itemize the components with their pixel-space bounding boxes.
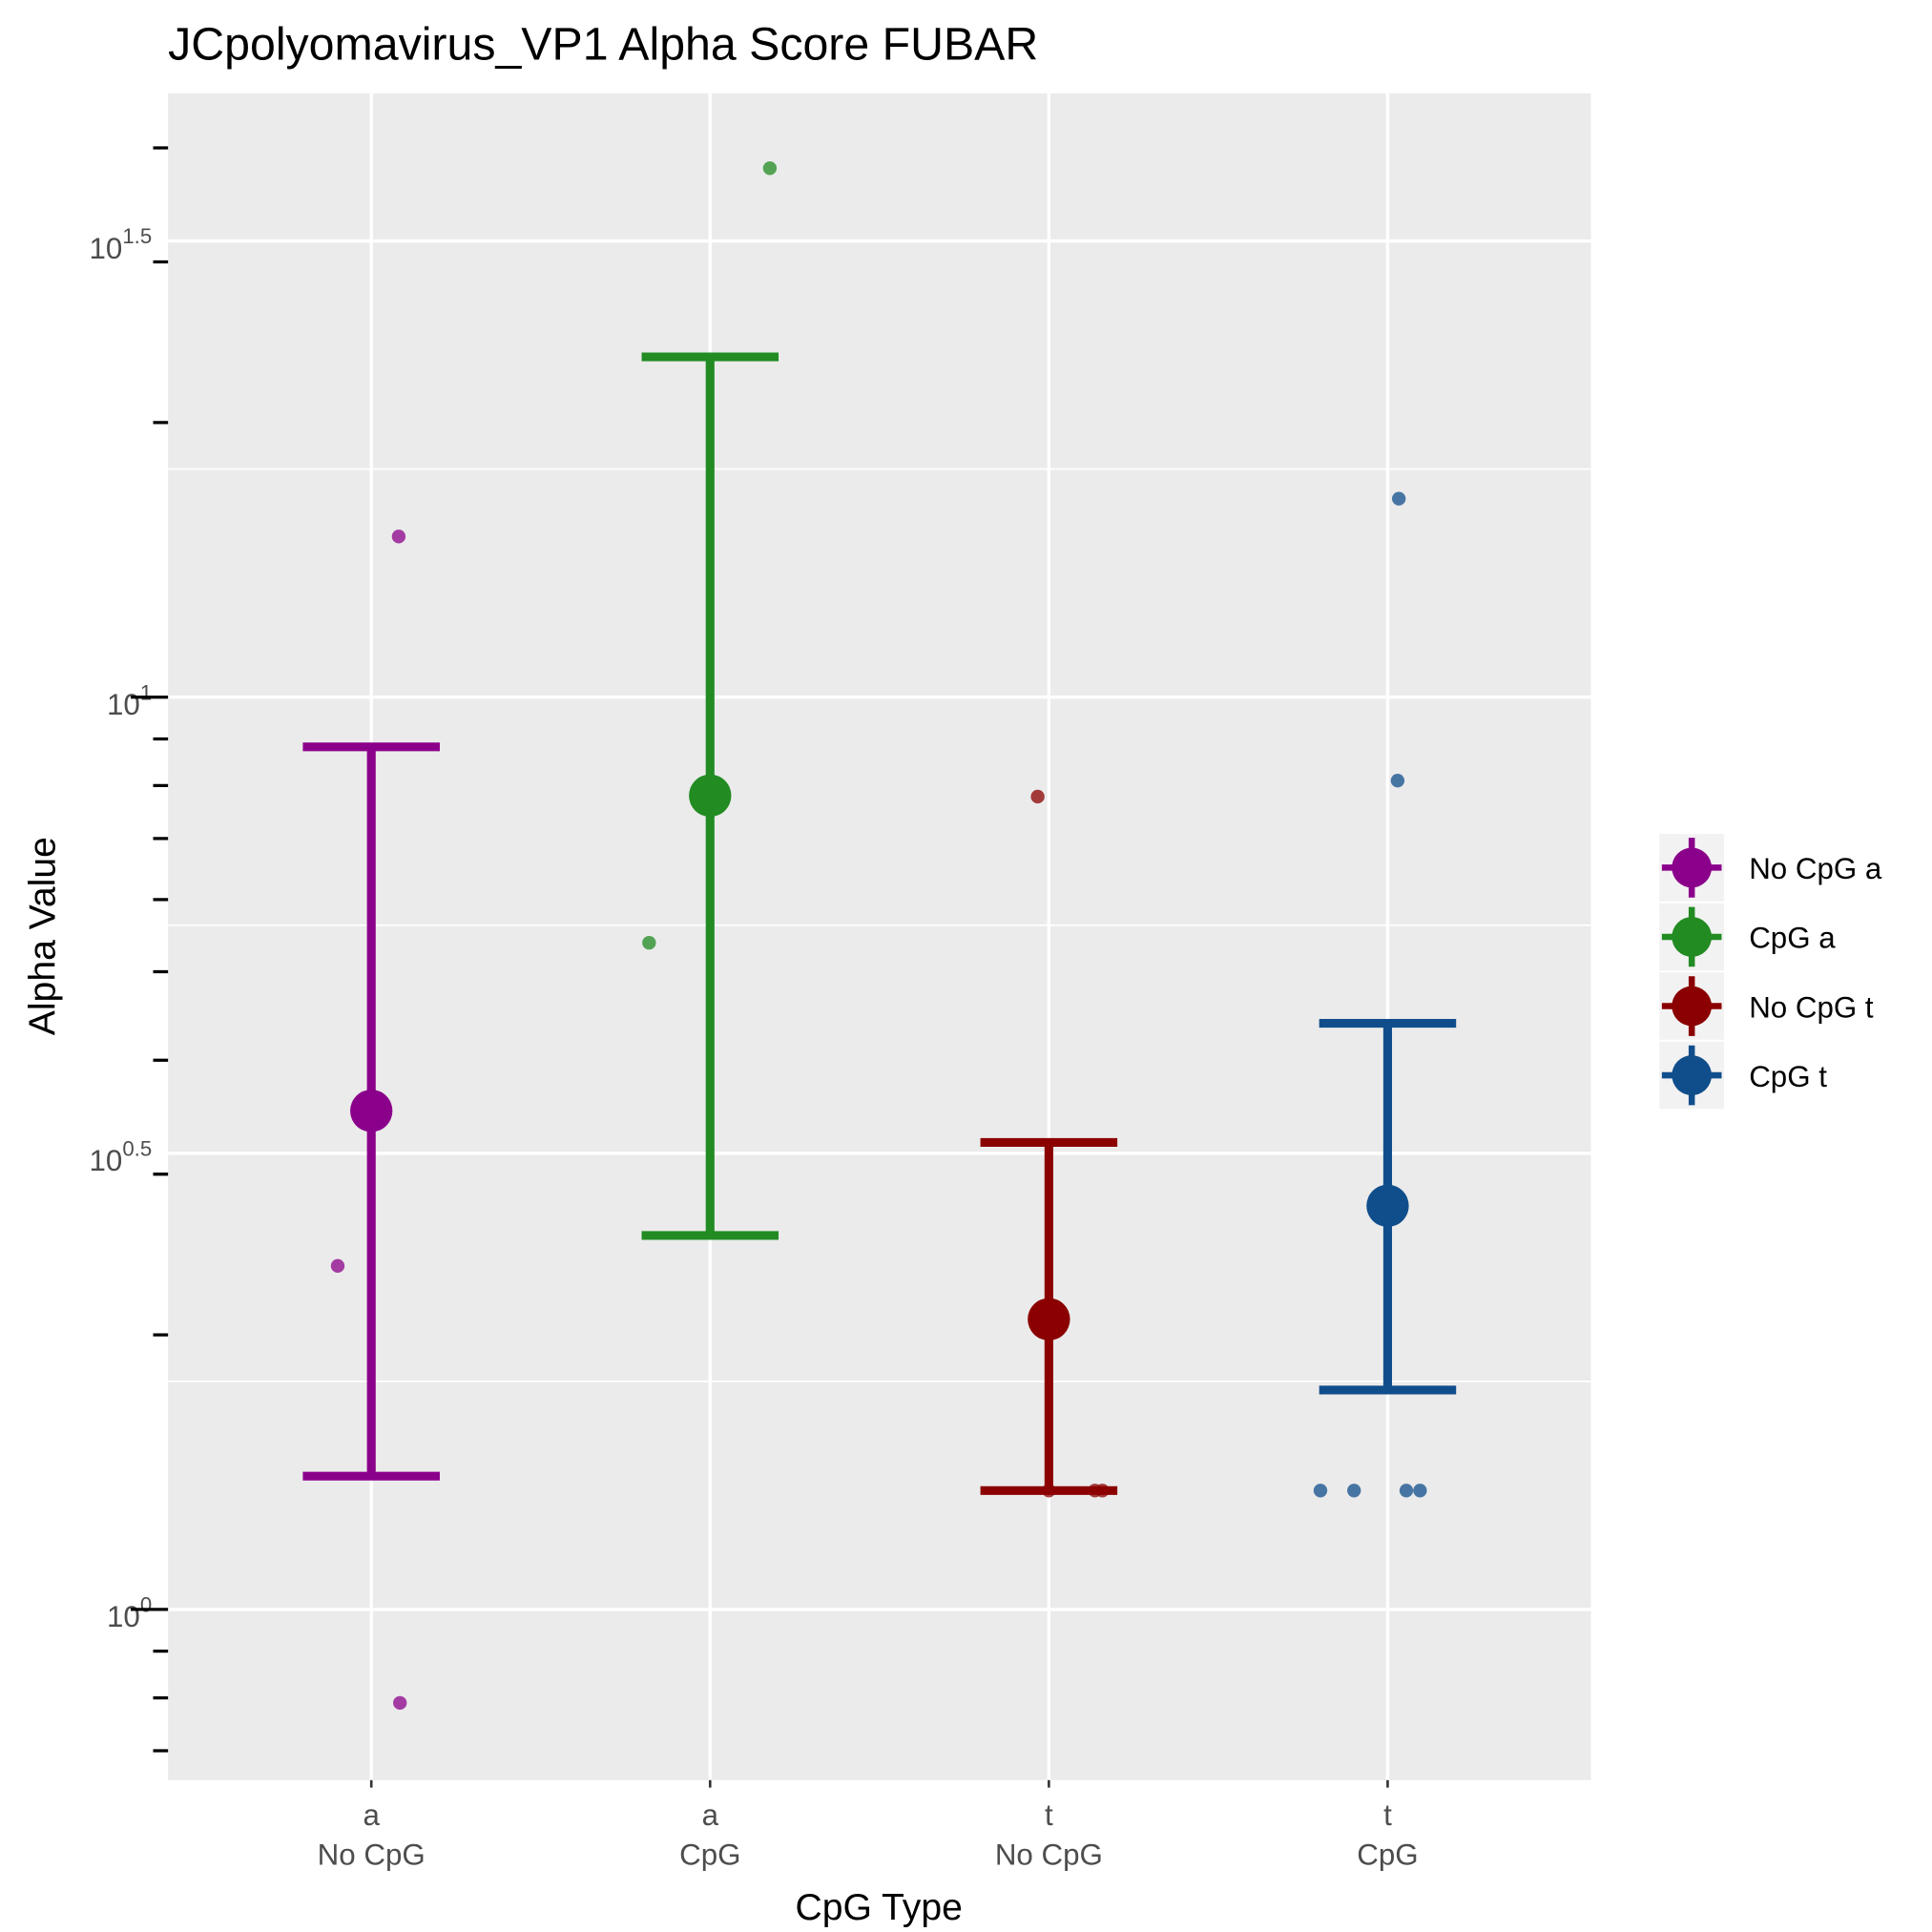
legend-label: No CpG t — [1749, 990, 1874, 1024]
tick-base: 10 — [107, 1600, 140, 1633]
legend-glyph — [1672, 847, 1713, 888]
data-point — [1030, 789, 1045, 804]
y-tick-label: 101.5 — [90, 224, 153, 265]
x-tick-label: CpG — [1357, 1839, 1418, 1872]
legend-glyph — [1672, 1055, 1713, 1095]
y-tick-label: 101 — [107, 680, 152, 721]
x-tick-label: t — [1383, 1798, 1392, 1832]
x-tick-label: a — [363, 1798, 380, 1832]
data-point — [1347, 1484, 1361, 1498]
data-point — [1390, 774, 1405, 788]
data-point — [1313, 1484, 1328, 1498]
tick-base: 10 — [90, 232, 123, 265]
y-tick-label: 100 — [107, 1593, 152, 1634]
tick-exponent: 0.5 — [122, 1136, 152, 1160]
plot-panel — [168, 93, 1591, 1780]
data-point — [762, 161, 778, 176]
data-point — [1413, 1484, 1427, 1498]
x-tick-label: No CpG — [995, 1839, 1103, 1872]
data-point — [391, 530, 406, 544]
x-tick-label: CpG — [679, 1839, 740, 1872]
data-point — [642, 935, 656, 950]
tick-exponent: 1 — [140, 680, 152, 704]
data-point — [1392, 491, 1406, 506]
legend-label: CpG t — [1749, 1060, 1827, 1093]
tick-base: 10 — [107, 688, 140, 721]
tick-base: 10 — [90, 1144, 123, 1177]
x-axis-title: CpG Type — [795, 1887, 962, 1928]
mean-point — [350, 1090, 393, 1132]
tick-exponent: 0 — [140, 1593, 152, 1617]
data-point — [330, 1258, 345, 1274]
chart-title: JCpolyomavirus_VP1 Alpha Score FUBAR — [168, 19, 1038, 71]
y-tick-label: 100.5 — [90, 1136, 153, 1177]
legend-label: CpG a — [1749, 922, 1836, 955]
mean-point — [1028, 1298, 1070, 1340]
mean-point — [689, 774, 732, 818]
legend-glyph — [1672, 986, 1713, 1027]
x-tick-label: No CpG — [318, 1839, 426, 1872]
x-tick-label: t — [1045, 1798, 1053, 1832]
tick-exponent: 1.5 — [122, 224, 152, 248]
data-point — [1399, 1484, 1414, 1498]
mean-point — [1366, 1184, 1409, 1227]
x-tick-label: a — [702, 1798, 719, 1832]
legend-label: No CpG a — [1749, 852, 1882, 885]
data-point — [393, 1695, 407, 1710]
y-axis-title: Alpha Value — [22, 837, 63, 1035]
legend-glyph — [1672, 917, 1713, 957]
